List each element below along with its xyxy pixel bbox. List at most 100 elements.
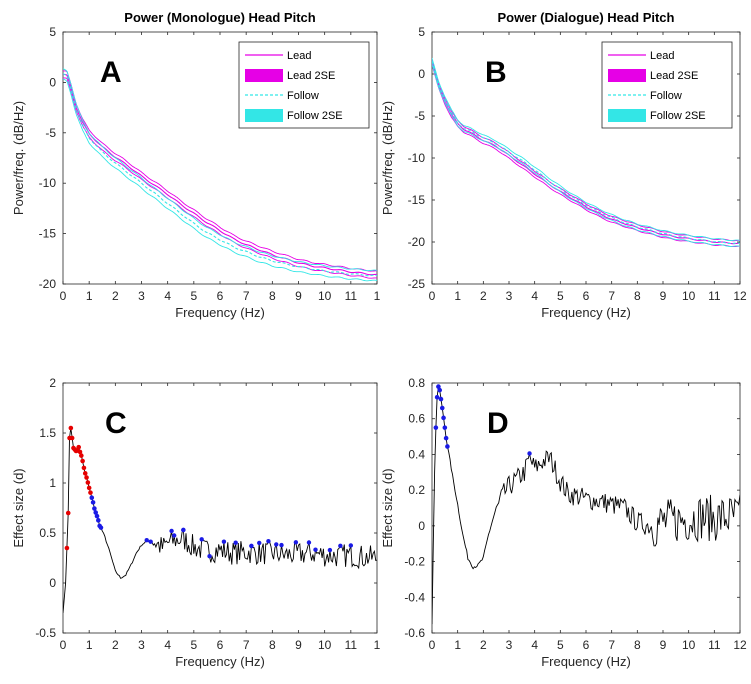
significant-peak-point bbox=[144, 537, 149, 543]
x-tick-label: 5 bbox=[557, 638, 564, 652]
legend-label: Follow 2SE bbox=[650, 110, 706, 122]
y-tick-label: 0.8 bbox=[408, 376, 425, 390]
x-tick-label: 0 bbox=[429, 638, 436, 652]
series-follow-lower-se bbox=[432, 63, 740, 247]
x-tick-label: 6 bbox=[217, 638, 224, 652]
legend-label: Lead bbox=[287, 50, 311, 62]
significant-point bbox=[94, 513, 100, 519]
y-axis-label: Power/freq. (dB/Hz) bbox=[380, 101, 395, 215]
x-tick-label: 8 bbox=[269, 289, 276, 303]
x-tick-label: 9 bbox=[295, 638, 302, 652]
x-tick-label: 4 bbox=[164, 289, 171, 303]
significant-point-large bbox=[68, 425, 74, 431]
x-tick-label: 7 bbox=[243, 289, 250, 303]
y-tick-label: -5 bbox=[45, 126, 56, 140]
significant-point bbox=[439, 405, 445, 411]
significant-point bbox=[441, 415, 446, 421]
x-tick-label: 6 bbox=[217, 289, 224, 303]
y-tick-label: -20 bbox=[39, 277, 57, 291]
significant-peak-point bbox=[266, 538, 271, 544]
x-axis-label: Frequency (Hz) bbox=[541, 654, 631, 669]
chart-title: Power (Monologue) Head Pitch bbox=[124, 10, 315, 25]
series-follow-line bbox=[432, 60, 740, 245]
x-tick-label: 3 bbox=[138, 638, 145, 652]
y-tick-label: -0.4 bbox=[404, 590, 425, 604]
legend-swatch-patch bbox=[245, 69, 283, 82]
y-tick-label: 0 bbox=[49, 75, 56, 89]
significant-peak-point bbox=[233, 540, 238, 545]
y-axis-label: Power/freq. (dB/Hz) bbox=[11, 101, 26, 215]
x-tick-label: 3 bbox=[506, 289, 513, 303]
y-tick-label: 5 bbox=[49, 25, 56, 39]
x-tick-label: 1 bbox=[374, 289, 381, 303]
panel-letter: B bbox=[485, 56, 507, 89]
plot-area bbox=[431, 382, 741, 634]
x-tick-label: 11 bbox=[708, 289, 721, 303]
significant-peak-point bbox=[348, 543, 354, 548]
plot-lines bbox=[432, 384, 740, 625]
significant-peak-point bbox=[338, 543, 343, 549]
significant-peak-point bbox=[274, 542, 279, 547]
x-tick-label: 12 bbox=[733, 289, 747, 303]
series-follow-upper-se bbox=[432, 57, 740, 242]
plot-lines bbox=[63, 68, 377, 282]
x-tick-label: 3 bbox=[506, 638, 513, 652]
panel-letter: D bbox=[487, 407, 509, 440]
x-tick-label: 7 bbox=[243, 638, 250, 652]
y-tick-label: -10 bbox=[39, 176, 57, 190]
x-tick-label: 7 bbox=[608, 289, 615, 303]
significant-peak-point bbox=[293, 540, 299, 545]
significant-point-large bbox=[81, 465, 87, 471]
significant-peak-point bbox=[199, 537, 204, 542]
x-tick-label: 0 bbox=[60, 638, 67, 652]
x-tick-label: 3 bbox=[138, 289, 145, 303]
significant-point bbox=[96, 518, 101, 523]
significant-point bbox=[433, 425, 439, 430]
x-tick-label: 10 bbox=[318, 638, 332, 652]
x-tick-label: 9 bbox=[295, 289, 302, 303]
series-lead-lower-se bbox=[63, 77, 377, 279]
x-tick-label: 5 bbox=[190, 638, 197, 652]
series-follow-lower-se bbox=[63, 78, 377, 282]
x-tick-label: 11 bbox=[345, 638, 358, 652]
significant-point bbox=[98, 525, 104, 530]
x-tick-label: 2 bbox=[112, 289, 119, 303]
chart-panel-b: 0 1 2 3 4 5 6 7 8 9 10 11 1250-5-10-15-20-25Frequenc… bbox=[380, 10, 747, 320]
legend-swatch-patch bbox=[608, 69, 646, 82]
x-tick-label: 11 bbox=[345, 289, 358, 303]
legend-label: Lead 2SE bbox=[287, 70, 335, 82]
y-tick-label: 0.6 bbox=[408, 412, 425, 426]
x-tick-label: 6 bbox=[583, 638, 590, 652]
significant-point bbox=[437, 387, 443, 393]
x-tick-label: 5 bbox=[190, 289, 197, 303]
x-tick-label: 5 bbox=[557, 289, 564, 303]
significant-point-large bbox=[88, 490, 93, 495]
x-tick-label: 8 bbox=[269, 638, 276, 652]
chart-panel-d: 0 1 2 3 4 5 6 7 8 9 10 11 120.80.60.40.20-0.2-0.4-0.… bbox=[380, 376, 747, 669]
x-tick-label: 11 bbox=[708, 638, 721, 652]
significant-peak-point bbox=[148, 539, 153, 544]
y-tick-label: -15 bbox=[39, 227, 57, 241]
significant-point bbox=[436, 384, 441, 389]
x-axis-label: Frequency (Hz) bbox=[175, 654, 265, 669]
significant-peak-point bbox=[327, 547, 333, 553]
legend-label: Lead bbox=[650, 50, 674, 62]
y-tick-label: -20 bbox=[408, 235, 426, 249]
x-tick-label: 8 bbox=[634, 638, 641, 652]
y-tick-label: 1.5 bbox=[39, 426, 56, 440]
significant-point-large bbox=[80, 458, 85, 464]
significant-point-large bbox=[77, 449, 83, 455]
significant-peak-point bbox=[257, 540, 262, 546]
series-follow-line bbox=[63, 73, 377, 277]
plot-lines bbox=[63, 425, 377, 614]
significant-point-large bbox=[79, 453, 84, 458]
significant-point-large bbox=[84, 475, 89, 480]
significant-point bbox=[90, 500, 96, 505]
significant-peak-point bbox=[527, 451, 532, 456]
y-tick-label: -0.2 bbox=[404, 555, 425, 569]
x-tick-label: 10 bbox=[682, 638, 696, 652]
y-tick-label: 0.2 bbox=[408, 483, 425, 497]
significant-point bbox=[445, 444, 450, 449]
panel-letter: A bbox=[100, 56, 122, 89]
